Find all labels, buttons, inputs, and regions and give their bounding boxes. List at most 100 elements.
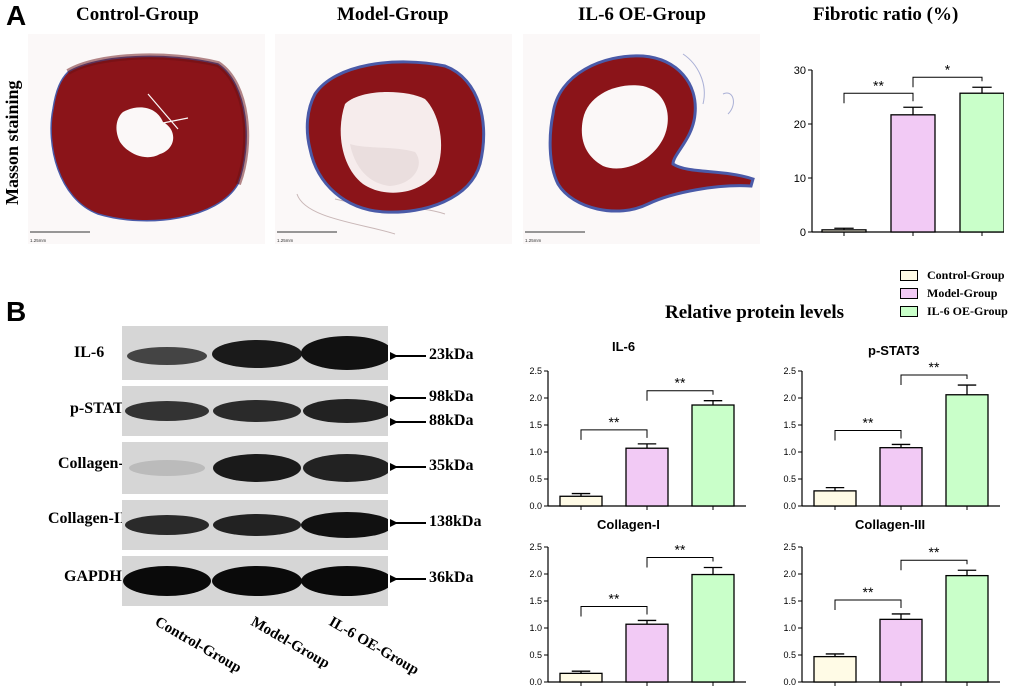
marker-label-36kda: 36kDa	[429, 569, 474, 586]
y-tick-label: 2.5	[783, 542, 796, 552]
scale-bar-il6: 1.25mm	[525, 231, 585, 243]
legend-label-model: Model-Group	[927, 286, 998, 300]
bar-control	[813, 490, 857, 507]
blot-image-pstat3	[122, 386, 391, 436]
masson-image-model: 1.25mm	[275, 34, 512, 244]
marker-label-35kda: 35kDa	[429, 457, 474, 474]
bar-model	[625, 447, 669, 507]
panel-a-title-il6: IL-6 OE-Group	[578, 4, 706, 25]
lane-label-model: Model-Group	[248, 614, 333, 672]
significance-label: **	[929, 544, 940, 560]
y-tick-label: 1.5	[529, 420, 542, 430]
collagen3-chart: 0.0 0.5 1.0 1.5 2.0 2.5 ** **	[783, 542, 1000, 687]
svg-text:1.25mm: 1.25mm	[277, 238, 294, 243]
chart-title-pstat3: p-STAT3	[868, 343, 920, 358]
masson-image-il6: 1.25mm	[523, 34, 760, 244]
y-tick-label: 2.0	[783, 569, 796, 579]
relative-protein-title: Relative protein levels	[665, 302, 845, 323]
y-tick-label: 0.5	[783, 650, 796, 660]
bar-model	[625, 623, 669, 683]
y-tick-label: 2.0	[783, 393, 796, 403]
panel-a-title-model: Model-Group	[337, 4, 449, 25]
y-tick-label: 2.5	[529, 366, 542, 376]
marker-arrows	[390, 346, 426, 589]
significance-bracket	[580, 605, 648, 617]
panel-b-letter: B	[6, 296, 27, 327]
masson-image-control: 1.25mm	[28, 34, 265, 244]
significance-label: **	[863, 414, 874, 430]
bar-model	[890, 114, 936, 233]
y-tick-label: 2.0	[529, 569, 542, 579]
bar-il6	[945, 574, 989, 683]
y-tick-label: 0.0	[529, 677, 542, 687]
significance-bracket	[900, 374, 968, 386]
legend-label-control: Control-Group	[927, 268, 1005, 282]
chart-title-il6: IL-6	[612, 339, 636, 354]
significance-label: **	[609, 590, 620, 606]
y-tick-label: 0	[800, 227, 806, 239]
y-tick-label: 1.5	[783, 596, 796, 606]
y-tick-label: 1.5	[783, 420, 796, 430]
chart-title-fibrotic: Fibrotic ratio (%)	[813, 4, 959, 25]
bar-il6	[691, 573, 735, 683]
svg-text:1.25mm: 1.25mm	[30, 238, 47, 243]
legend-label-il6: IL-6 OE-Group	[927, 304, 1008, 318]
blot-image-gapdh	[122, 556, 393, 606]
blot-label-gapdh: GAPDH	[64, 568, 122, 585]
significance-label: *	[945, 61, 951, 77]
bar-model	[879, 618, 923, 683]
legend-swatch-control	[900, 270, 918, 281]
significance-label: **	[873, 77, 884, 93]
legend-swatch-model	[900, 288, 918, 299]
marker-label-23kda: 23kDa	[429, 346, 474, 363]
blot-image-il6	[122, 326, 393, 380]
bar-il6	[945, 394, 989, 507]
blot-label-collagen3: Collagen-III	[48, 510, 133, 527]
bar-il6	[691, 404, 735, 507]
y-tick-label: 0.5	[783, 474, 796, 484]
marker-label-88kda: 88kDa	[429, 412, 474, 429]
y-tick-label: 2.0	[529, 393, 542, 403]
y-tick-label: 1.0	[783, 623, 796, 633]
y-tick-label: 0.5	[529, 474, 542, 484]
significance-bracket	[900, 559, 968, 571]
scale-bar-model: 1.25mm	[277, 231, 337, 243]
significance-bracket	[646, 390, 714, 401]
chart-title-collagen1: Collagen-I	[597, 517, 660, 532]
y-tick-label: 0.0	[783, 501, 796, 511]
legend-swatch-il6	[900, 306, 918, 317]
bar-control	[559, 672, 603, 683]
significance-label: **	[675, 375, 686, 391]
il6-chart: 0.0 0.5 1.0 1.5 2.0 2.5 ** **	[529, 366, 746, 511]
significance-bracket	[912, 76, 983, 88]
bar-control	[821, 229, 867, 233]
lane-label-il6: IL-6 OE-Group	[326, 614, 422, 679]
y-tick-label: 0.0	[529, 501, 542, 511]
significance-label: **	[675, 542, 686, 558]
y-tick-label: 30	[794, 65, 806, 77]
bar-control	[559, 495, 603, 507]
svg-text:1.25mm: 1.25mm	[525, 238, 542, 243]
scale-bar-control: 1.25mm	[30, 231, 90, 243]
collagen1-chart: 0.0 0.5 1.0 1.5 2.0 2.5 ** **	[529, 542, 746, 687]
panel-a-title-control: Control-Group	[76, 4, 199, 25]
y-tick-label: 1.0	[529, 447, 542, 457]
lane-label-control: Control-Group	[152, 614, 244, 677]
blot-label-pstat3: p-STAT3	[70, 400, 132, 417]
y-tick-label: 1.0	[783, 447, 796, 457]
blot-label-collagen1: Collagen-I	[58, 455, 130, 472]
significance-label: **	[929, 359, 940, 375]
significance-bracket	[843, 92, 914, 104]
chart-title-collagen3: Collagen-III	[855, 517, 926, 532]
significance-bracket	[646, 557, 714, 568]
significance-label: **	[609, 414, 620, 430]
masson-staining-label: Masson staining	[2, 80, 22, 205]
y-tick-label: 0.0	[783, 677, 796, 687]
significance-bracket	[834, 429, 902, 441]
blot-image-collagen3	[122, 500, 393, 550]
significance-bracket	[580, 429, 648, 440]
y-tick-label: 1.0	[529, 623, 542, 633]
y-tick-label: 20	[794, 119, 806, 131]
y-tick-label: 2.5	[783, 366, 796, 376]
